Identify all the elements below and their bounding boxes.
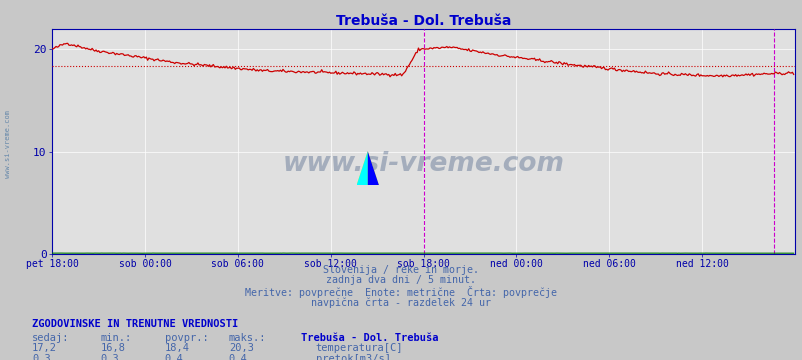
Text: www.si-vreme.com: www.si-vreme.com	[282, 151, 564, 177]
Polygon shape	[356, 151, 367, 185]
Text: Slovenija / reke in morje.: Slovenija / reke in morje.	[323, 265, 479, 275]
Text: 17,2: 17,2	[32, 343, 57, 353]
Text: 18,4: 18,4	[164, 343, 189, 353]
Text: maks.:: maks.:	[229, 333, 266, 343]
Text: sedaj:: sedaj:	[32, 333, 70, 343]
Text: 16,8: 16,8	[100, 343, 125, 353]
Text: ZGODOVINSKE IN TRENUTNE VREDNOSTI: ZGODOVINSKE IN TRENUTNE VREDNOSTI	[32, 319, 238, 329]
Text: 0,4: 0,4	[229, 354, 247, 360]
Text: povpr.:: povpr.:	[164, 333, 208, 343]
Polygon shape	[356, 151, 379, 185]
Text: Meritve: povprečne  Enote: metrične  Črta: povprečje: Meritve: povprečne Enote: metrične Črta:…	[245, 286, 557, 298]
Text: www.si-vreme.com: www.si-vreme.com	[5, 110, 10, 178]
Text: temperatura[C]: temperatura[C]	[315, 343, 403, 353]
Text: min.:: min.:	[100, 333, 132, 343]
Text: 20,3: 20,3	[229, 343, 253, 353]
Text: navpična črta - razdelek 24 ur: navpična črta - razdelek 24 ur	[311, 297, 491, 307]
Text: 0,3: 0,3	[100, 354, 119, 360]
Text: pretok[m3/s]: pretok[m3/s]	[315, 354, 390, 360]
Text: 0,4: 0,4	[164, 354, 183, 360]
Text: Trebuša - Dol. Trebuša: Trebuša - Dol. Trebuša	[301, 333, 438, 343]
Text: zadnja dva dni / 5 minut.: zadnja dva dni / 5 minut.	[326, 275, 476, 285]
Title: Trebuša - Dol. Trebuša: Trebuša - Dol. Trebuša	[335, 14, 511, 28]
Text: 0,3: 0,3	[32, 354, 51, 360]
Polygon shape	[367, 151, 379, 185]
